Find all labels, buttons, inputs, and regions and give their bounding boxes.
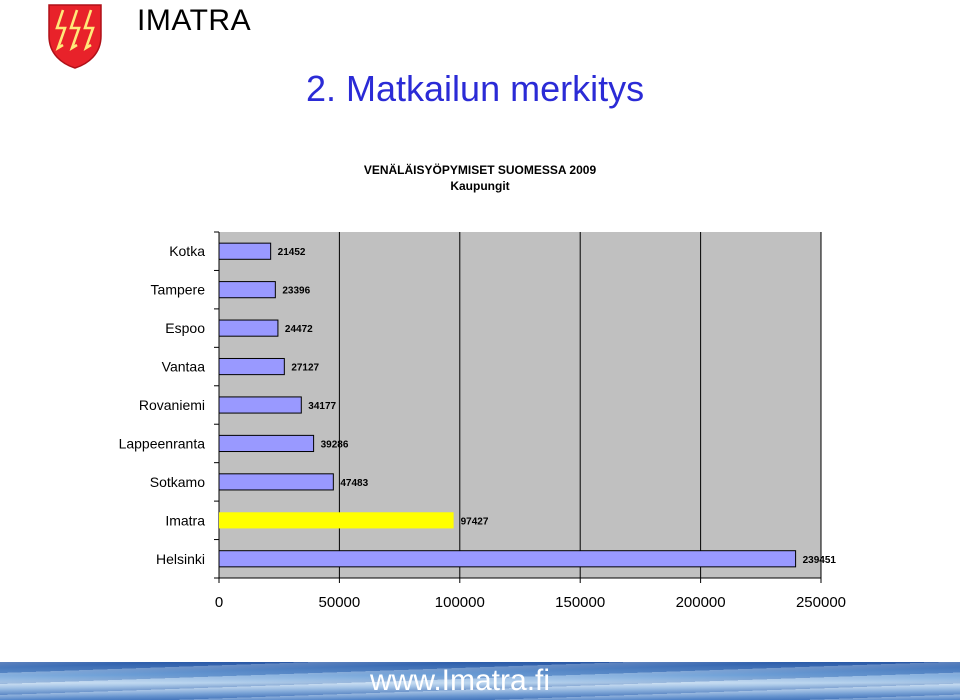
imatra-coat-of-arms-icon — [46, 2, 104, 70]
category-label: Tampere — [151, 282, 206, 298]
x-tick-label: 50000 — [319, 594, 361, 611]
bar — [218, 357, 285, 376]
x-tick-label: 100000 — [435, 594, 485, 611]
chart-title-block: VENÄLÄISYÖPYMISET SUOMESSA 2009 Kaupungi… — [300, 162, 660, 194]
data-label: 39286 — [321, 439, 349, 450]
data-label: 34177 — [308, 401, 336, 412]
footer-url: www.Imatra.fi — [370, 664, 551, 697]
category-label: Helsinki — [156, 551, 205, 567]
category-label: Vantaa — [162, 359, 206, 375]
footer-banner: www.Imatra.fi — [0, 662, 960, 700]
category-label: Espoo — [165, 320, 205, 336]
data-label: 21452 — [278, 247, 306, 258]
data-label: 47483 — [340, 478, 368, 489]
data-label: 97427 — [461, 516, 489, 527]
bar — [218, 434, 315, 453]
category-label: Kotka — [169, 243, 205, 259]
data-label: 23396 — [282, 286, 310, 297]
bar-chart: 0 50000 100000 150000 200000 250000 Kotka 21452… — [119, 231, 846, 611]
category-label: Lappeenranta — [119, 435, 206, 451]
brand-name: IMATRA — [137, 4, 252, 37]
bar — [218, 319, 279, 337]
data-label: 239451 — [803, 555, 837, 566]
chart-subtitle: Kaupungit — [450, 179, 510, 193]
category-label: Rovaniemi — [139, 397, 205, 413]
data-label: 27127 — [291, 363, 319, 374]
x-tick-label: 0 — [215, 594, 223, 611]
category-label: Imatra — [165, 512, 205, 528]
bar — [218, 550, 797, 568]
category-label: Sotkamo — [150, 474, 205, 490]
bar — [218, 396, 302, 414]
bar — [219, 512, 454, 529]
chart-title: VENÄLÄISYÖPYMISET SUOMESSA 2009 — [363, 163, 597, 177]
x-tick-label: 200000 — [676, 594, 726, 611]
bar — [218, 473, 334, 491]
slide-title: 2. Matkailun merkitys — [306, 68, 645, 109]
x-tick-label: 150000 — [555, 594, 605, 611]
data-label: 24472 — [285, 324, 313, 335]
bar — [218, 281, 276, 299]
x-tick-label: 250000 — [796, 594, 846, 611]
bar — [218, 242, 272, 260]
